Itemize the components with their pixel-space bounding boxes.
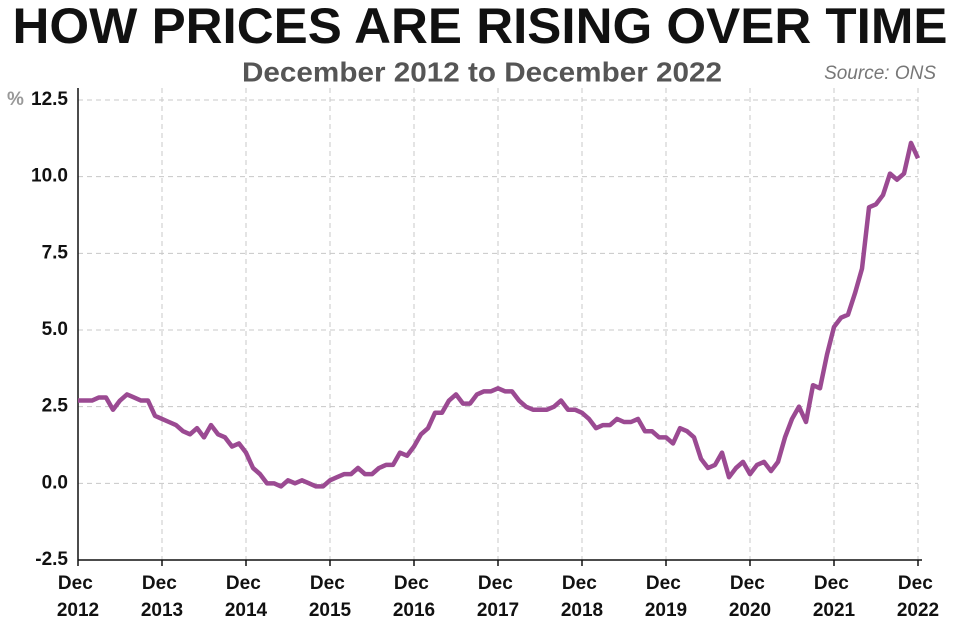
x-tick-label: Dec 2019 [645, 573, 687, 621]
x-tick-label: Dec 2014 [225, 573, 268, 621]
x-tick-label: Dec 2013 [141, 573, 183, 621]
y-axis-label: % [7, 89, 24, 110]
y-tick-label: 2.5 [42, 396, 69, 417]
y-tick-label: 0.0 [42, 472, 68, 493]
y-tick-label: 5.0 [42, 319, 68, 340]
x-tick-label: Dec 2021 [813, 573, 856, 621]
x-tick-label: Dec 2017 [477, 573, 519, 621]
x-tick-label: Dec 2020 [729, 573, 771, 621]
x-tick-label: Dec 2012 [57, 573, 99, 621]
data-line [78, 140, 921, 489]
y-tick-label: -2.5 [35, 549, 68, 570]
y-tick-label: 12.5 [31, 89, 68, 110]
chart-title: HOW PRICES ARE RISING OVER TIME [13, 0, 948, 54]
chart-subtitle: December 2012 to December 2022 [242, 56, 722, 87]
x-tick-label: Dec 2018 [561, 573, 603, 621]
source: Source: ONS [824, 63, 936, 84]
x-tick-label: Dec 2016 [393, 573, 435, 621]
y-tick-label: 7.5 [42, 242, 69, 263]
x-tick-label: Dec 2015 [309, 573, 352, 621]
y-tick-label: 10.0 [31, 166, 68, 187]
x-tick-label: Dec 2022 [897, 573, 939, 621]
